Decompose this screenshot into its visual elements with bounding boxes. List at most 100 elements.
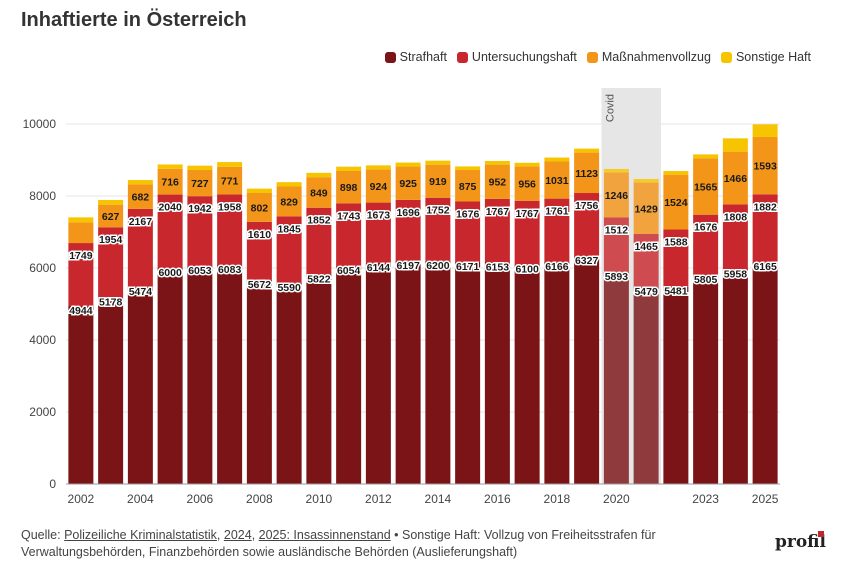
x-tick-label-2014: 2014	[425, 492, 452, 506]
value-label-2022-untersuchungshaft: 1588	[664, 237, 688, 249]
bar-2021-manahmenvollzug	[633, 182, 659, 235]
value-label-2005-strafhaft: 6000	[158, 267, 182, 279]
bar-2017-strafhaft	[514, 264, 540, 484]
value-label-2015-strafhaft: 6171	[456, 261, 480, 273]
bar-2013-manahmenvollzug	[395, 166, 421, 200]
value-label-2011-untersuchungshaft: 1743	[337, 210, 361, 222]
bar-2021-sonstigehaft	[633, 178, 659, 183]
bar-2016-sonstigehaft	[484, 161, 510, 165]
covid-annotation-label: Covid	[605, 94, 617, 122]
bar-2009-untersuchungshaft	[276, 216, 302, 283]
x-tick-label-2010: 2010	[306, 492, 333, 506]
bar-2011-sonstigehaft	[336, 166, 362, 171]
bar-2005-sonstigehaft	[157, 164, 183, 169]
y-tick-label-2000: 2000	[29, 405, 56, 419]
bar-2013-untersuchungshaft	[395, 199, 421, 261]
bar-2006-sonstigehaft	[187, 165, 213, 171]
legend-item-massnahmenvollzug: Maßnahmenvollzug	[586, 50, 711, 64]
value-label-2024-strafhaft: 5958	[724, 269, 748, 281]
bar-2015-sonstigehaft	[455, 166, 481, 171]
bar-2008-strafhaft	[246, 279, 272, 484]
bar-2022-untersuchungshaft	[663, 229, 689, 287]
y-tick-label-6000: 6000	[29, 261, 56, 275]
source-link-2025[interactable]: 2025: Insassinnenstand	[258, 528, 391, 542]
bar-2022-manahmenvollzug	[663, 174, 689, 230]
value-label-2021-untersuchungshaft: 1465	[634, 241, 658, 253]
bar-2013-strafhaft	[395, 260, 421, 484]
value-label-2005-untersuchungshaft: 2040	[158, 202, 182, 214]
legend-swatch-sonstige-haft	[720, 51, 732, 63]
bar-2012-untersuchungshaft	[365, 202, 391, 263]
bar-2017-untersuchungshaft	[514, 200, 540, 265]
source-link-kriminalstatistik[interactable]: Polizeiliche Kriminalstatistik	[64, 528, 217, 542]
bar-2023-manahmenvollzug	[693, 158, 719, 215]
value-label-2020-manahmenvollzug: 1246	[605, 190, 629, 202]
x-tick-label-2018: 2018	[544, 492, 571, 506]
value-label-2025-manahmenvollzug: 1593	[753, 161, 777, 173]
bar-2019-manahmenvollzug	[574, 152, 600, 194]
y-tick-label-10000: 10000	[23, 117, 57, 131]
value-label-2017-strafhaft: 6100	[515, 263, 539, 275]
bar-2010-strafhaft	[306, 274, 332, 484]
bar-2014-untersuchungshaft	[425, 197, 451, 261]
value-label-2009-manahmenvollzug: 829	[280, 196, 298, 208]
bar-2002-manahmenvollzug	[68, 222, 94, 244]
bar-2007-untersuchungshaft	[217, 194, 243, 266]
value-label-2016-untersuchungshaft: 1767	[486, 206, 510, 218]
value-label-2023-strafhaft: 5805	[694, 274, 718, 286]
bar-2015-untersuchungshaft	[455, 201, 481, 262]
bar-2007-manahmenvollzug	[217, 166, 243, 195]
bar-2004-strafhaft	[127, 286, 153, 484]
value-label-2012-strafhaft: 6144	[367, 262, 391, 274]
value-label-2010-manahmenvollzug: 849	[310, 187, 328, 199]
y-tick-label-0: 0	[49, 477, 56, 491]
value-label-2016-manahmenvollzug: 952	[489, 177, 507, 189]
bar-2006-untersuchungshaft	[187, 196, 213, 267]
value-label-2012-manahmenvollzug: 924	[370, 181, 388, 193]
legend-swatch-strafhaft	[384, 51, 396, 63]
value-label-2025-strafhaft: 6165	[753, 261, 777, 273]
value-label-2014-untersuchungshaft: 1752	[426, 205, 450, 217]
bar-2005-strafhaft	[157, 268, 183, 484]
value-label-2007-strafhaft: 6083	[218, 264, 242, 276]
bar-2020-manahmenvollzug	[603, 172, 629, 218]
legend-item-sonstige-haft: Sonstige Haft	[720, 50, 811, 64]
bar-2012-manahmenvollzug	[365, 169, 391, 203]
legend-label-sonstige-haft: Sonstige Haft	[735, 50, 811, 64]
bar-2010-manahmenvollzug	[306, 177, 332, 208]
source-link-2024[interactable]: 2024	[223, 528, 252, 542]
legend-swatch-untersuchungshaft	[456, 51, 468, 63]
bar-2024-manahmenvollzug	[722, 151, 748, 205]
value-label-2014-manahmenvollzug: 919	[429, 176, 447, 188]
value-label-2021-strafhaft: 5479	[634, 286, 658, 298]
source-sep-2: ,	[251, 528, 259, 542]
source-sep-1: ,	[216, 528, 224, 542]
value-label-2018-strafhaft: 6166	[545, 261, 569, 273]
value-label-2015-untersuchungshaft: 1676	[456, 209, 480, 221]
bar-2007-strafhaft	[217, 265, 243, 484]
bar-2025-untersuchungshaft	[752, 194, 778, 263]
bar-2009-sonstigehaft	[276, 182, 302, 187]
bar-2018-sonstigehaft	[544, 157, 570, 162]
value-label-2008-untersuchungshaft: 1610	[248, 229, 272, 241]
value-label-2007-manahmenvollzug: 771	[221, 176, 239, 188]
value-label-2003-untersuchungshaft: 1954	[99, 234, 123, 246]
stacked-bar-chart: 0 2000 4000 6000 8000 10000 Covid 4944 1749 5178 1…	[23, 88, 780, 506]
bar-2025-strafhaft	[752, 262, 778, 484]
bar-2015-manahmenvollzug	[455, 170, 481, 202]
bar-2025-manahmenvollzug	[752, 136, 778, 195]
value-label-2023-manahmenvollzug: 1565	[694, 182, 718, 194]
bar-2022-strafhaft	[663, 286, 689, 484]
value-label-2007-untersuchungshaft: 1958	[218, 202, 242, 214]
bar-2019-sonstigehaft	[574, 148, 600, 153]
chart-legend: Strafhaft Untersuchungshaft Maßnahmenvol…	[384, 50, 811, 64]
bar-2021-untersuchungshaft	[633, 234, 659, 287]
value-label-2008-strafhaft: 5672	[248, 279, 272, 291]
bar-2017-sonstigehaft	[514, 162, 540, 167]
value-label-2016-strafhaft: 6153	[486, 261, 510, 273]
value-label-2009-untersuchungshaft: 1845	[277, 223, 301, 235]
source-footer: Quelle: Polizeiliche Kriminalstatistik, …	[21, 527, 711, 561]
bar-2020-sonstigehaft	[603, 168, 629, 173]
bar-2018-manahmenvollzug	[544, 161, 570, 199]
value-label-2024-untersuchungshaft: 1808	[724, 211, 748, 223]
